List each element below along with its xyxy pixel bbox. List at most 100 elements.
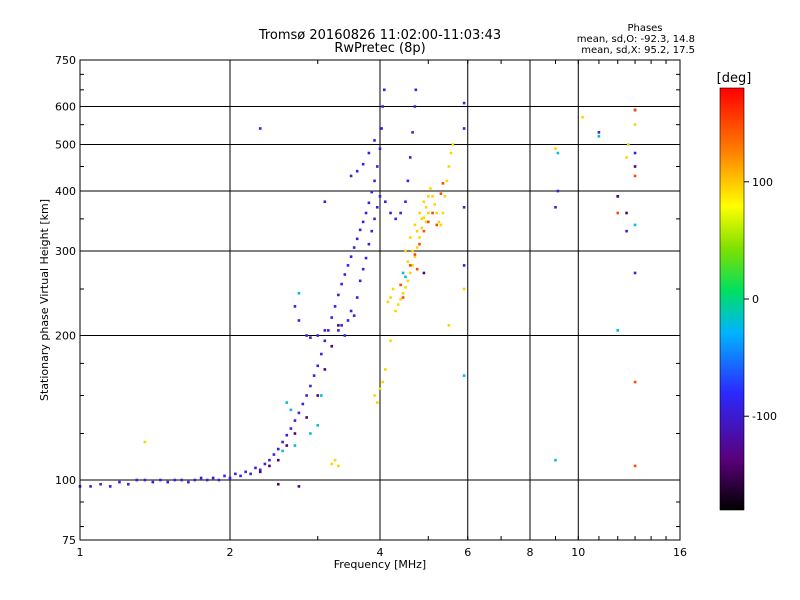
data-point-series-0 [297, 411, 301, 415]
data-point-series-3 [616, 329, 620, 332]
data-point-series-1 [418, 211, 421, 215]
colorbar [719, 87, 745, 511]
data-point-series-1 [426, 211, 430, 215]
data-point-series-0 [211, 476, 215, 480]
data-point-series-0 [349, 309, 353, 313]
data-point-series-1 [429, 187, 432, 190]
y-tick-label: 500 [55, 139, 76, 152]
data-point-series-1 [389, 339, 392, 343]
colorbar-label: [deg] [717, 71, 752, 86]
data-point-series-4 [305, 416, 308, 419]
data-point-series-0 [239, 474, 242, 478]
data-point-series-1 [433, 203, 436, 206]
data-point-series-1 [422, 200, 426, 204]
data-point-series-2 [426, 220, 430, 224]
data-point-series-2 [401, 296, 405, 299]
data-point-series-0 [281, 440, 284, 444]
data-point-series-1 [408, 236, 412, 239]
data-point-series-4 [422, 271, 426, 275]
x-tick-label: 1 [77, 546, 84, 559]
data-point-series-2 [435, 223, 439, 227]
data-point-series-0 [327, 329, 330, 332]
data-point-series-0 [263, 462, 267, 466]
data-point-series-0 [361, 220, 365, 224]
data-point-series-0 [462, 264, 466, 267]
data-point-series-0 [349, 255, 353, 258]
data-point-series-1 [415, 229, 419, 233]
data-point-series-0 [305, 394, 308, 397]
data-point-series-0 [375, 205, 379, 209]
data-point-series-0 [89, 485, 92, 488]
data-point-series-0 [268, 458, 271, 462]
data-point-series-0 [323, 329, 327, 332]
x-tick-label: 4 [377, 546, 384, 559]
data-point-series-0 [258, 468, 262, 472]
data-point-series-0 [381, 105, 384, 108]
data-point-series-0 [289, 427, 293, 430]
data-point-series-0 [343, 334, 347, 337]
data-point-series-0 [346, 319, 350, 322]
data-point-series-0 [373, 217, 376, 221]
data-point-series-0 [625, 229, 628, 233]
phase-stats-x: mean, sd,X: 95.2, 17.5 [581, 45, 695, 56]
data-point-series-1 [411, 264, 414, 267]
data-point-series-1 [581, 115, 584, 119]
data-point-series-1 [625, 156, 628, 159]
data-point-series-0 [384, 200, 387, 204]
data-point-series-3 [597, 135, 601, 138]
data-point-series-0 [375, 165, 379, 168]
data-point-series-2 [431, 211, 434, 215]
data-point-series-0 [223, 474, 226, 478]
data-point-series-2 [633, 108, 637, 112]
data-point-series-4 [330, 344, 334, 348]
data-point-series-0 [285, 433, 289, 437]
data-point-series-4 [337, 324, 340, 327]
data-point-series-0 [462, 205, 466, 209]
data-point-series-1 [394, 309, 397, 313]
data-point-series-0 [330, 316, 334, 319]
data-point-series-2 [399, 283, 402, 287]
data-point-series-0 [355, 237, 359, 241]
data-point-series-1 [337, 464, 340, 468]
data-point-series-0 [309, 384, 312, 388]
data-point-series-0 [323, 339, 327, 343]
data-point-series-0 [340, 324, 343, 327]
data-point-series-0 [143, 478, 147, 482]
data-point-series-1 [330, 462, 334, 466]
data-point-series-2 [418, 242, 421, 246]
data-point-series-1 [389, 296, 392, 299]
data-points [78, 88, 637, 488]
data-point-series-1 [447, 165, 451, 168]
data-point-series-1 [439, 223, 443, 227]
data-point-series-1 [404, 286, 407, 289]
data-point-series-0 [258, 127, 262, 130]
data-point-series-1 [418, 236, 421, 239]
colorbar-tick-label: 0 [752, 293, 759, 306]
data-point-series-1 [406, 260, 410, 264]
y-axis-label: Stationary phase Virtual Height [km] [38, 199, 51, 401]
data-point-series-2 [415, 267, 419, 271]
x-tick-label: 8 [527, 546, 534, 559]
data-point-series-2 [408, 264, 412, 267]
grid-lines [80, 60, 680, 540]
data-point-series-0 [254, 466, 257, 470]
data-point-series-0 [151, 480, 155, 484]
data-point-series-3 [554, 458, 557, 462]
data-point-series-0 [389, 211, 392, 215]
y-tick-label: 750 [55, 54, 76, 67]
data-point-series-0 [323, 200, 327, 204]
data-point-series-0 [378, 147, 382, 151]
data-point-series-0 [378, 195, 382, 198]
data-point-series-1 [378, 387, 382, 390]
y-tick-label: 600 [55, 101, 76, 114]
data-point-series-0 [244, 470, 247, 474]
data-point-series-3 [289, 408, 293, 412]
y-tick-label: 100 [55, 474, 76, 487]
data-point-series-3 [293, 444, 297, 447]
data-point-series-0 [633, 151, 637, 155]
data-point-series-0 [404, 200, 407, 204]
data-point-series-0 [382, 88, 386, 92]
data-point-series-0 [193, 478, 197, 482]
data-point-series-0 [272, 453, 276, 456]
